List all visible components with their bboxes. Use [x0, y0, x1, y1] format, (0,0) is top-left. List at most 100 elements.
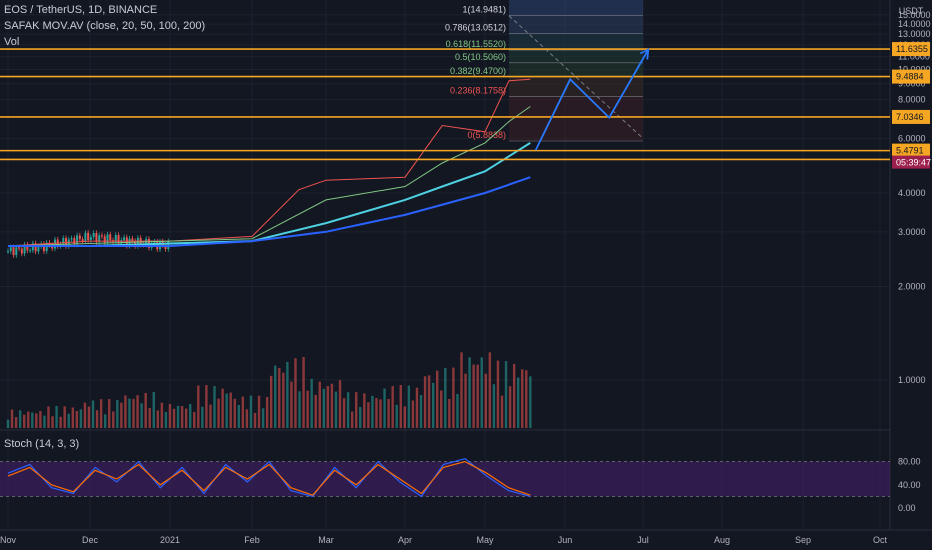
volume-bar — [241, 396, 245, 428]
volume-bar — [201, 406, 204, 428]
volume-bar — [209, 404, 212, 428]
price-tick-label: 1.0000 — [898, 375, 926, 385]
volume-bar — [156, 410, 160, 428]
volume-bar — [395, 404, 398, 428]
volume-bar — [245, 409, 249, 428]
volume-bar — [496, 360, 500, 428]
volume-bar — [261, 408, 265, 428]
stoch-line-k — [7, 458, 531, 498]
candle-body — [62, 238, 65, 245]
volume-bar — [407, 385, 411, 428]
volume-bar — [488, 352, 492, 428]
volume-bar — [213, 386, 216, 428]
volume-bar — [63, 406, 66, 428]
candle-body — [78, 235, 81, 240]
level-price-value: 11.6355 — [896, 44, 928, 54]
volume-bar — [346, 392, 350, 428]
horizontal-levels[interactable] — [0, 48, 890, 161]
fib-zone — [509, 62, 643, 77]
volume-bar — [314, 394, 317, 428]
price-axis[interactable]: USDT 1.0000 2.0000 3.0000 4.0000 6.0000 8.0000… — [892, 6, 931, 513]
volume-bar — [265, 397, 269, 428]
stoch-tick-label: 40.00 — [898, 480, 921, 490]
candle-body — [87, 232, 90, 240]
price-tick-label: 2.0000 — [898, 281, 926, 291]
projection-path — [534, 49, 650, 151]
volume-bar — [148, 408, 151, 428]
candle-body — [106, 234, 109, 243]
time-tick-label: Nov — [0, 535, 16, 545]
volume-bar — [51, 416, 54, 428]
volume-bar — [359, 406, 362, 428]
volume-bar — [233, 398, 236, 428]
projection-arrow[interactable] — [534, 47, 650, 151]
price-tick-label: 9.0000 — [898, 79, 926, 89]
price-tick-label: 6.0000 — [898, 133, 926, 143]
volume-bar — [436, 370, 439, 428]
volume-bar — [197, 385, 200, 428]
currency-label: USDT — [899, 6, 924, 16]
stoch-line-d — [7, 460, 531, 496]
candle-body — [109, 234, 112, 241]
volume-bar — [391, 386, 394, 428]
volume-bar — [83, 402, 87, 428]
fib-zone — [509, 15, 643, 34]
volume-bar — [310, 378, 313, 428]
time-tick-label: Jun — [558, 535, 573, 545]
candle-body — [84, 232, 87, 242]
level-price-value: 9.4884 — [896, 72, 924, 82]
candle-body — [18, 247, 21, 249]
volume-bar — [468, 357, 471, 428]
volume-bar — [217, 398, 220, 428]
time-tick-label: Mar — [318, 535, 334, 545]
volume-bar — [14, 417, 18, 428]
volume-bar — [423, 376, 427, 428]
volume-bar — [229, 392, 232, 428]
candle-body — [7, 251, 9, 253]
volume-bar — [367, 402, 370, 428]
indicator-legend: SAFAK MOV.AV (close, 20, 50, 100, 200) — [4, 20, 206, 32]
volume-bar — [128, 398, 131, 428]
volume-bar — [180, 406, 184, 428]
volume-bar — [452, 367, 455, 428]
candle-body — [12, 247, 15, 256]
volume-bar — [116, 399, 119, 428]
stochastic-panel — [0, 458, 890, 498]
volume-bar — [306, 390, 309, 428]
volume-bar — [225, 393, 228, 428]
volume-bar — [286, 361, 289, 428]
volume-bar — [342, 398, 346, 428]
volume-bar — [338, 380, 342, 428]
volume-bar — [363, 393, 366, 428]
countdown-label: 05:39:47 — [896, 158, 931, 168]
projection-arrowhead — [639, 47, 650, 60]
volume-bar — [253, 412, 257, 428]
volume-bar — [508, 386, 512, 428]
price-tick-label: 8.0000 — [898, 95, 926, 105]
fib-level-label: 0.618(11.5520) — [446, 39, 506, 49]
time-tick-label: May — [476, 535, 494, 545]
time-tick-label: Oct — [873, 535, 888, 545]
fib-level-label: 1(14.9481) — [462, 4, 506, 14]
candle-body — [153, 241, 156, 243]
volume-bar — [124, 395, 127, 428]
time-axis[interactable]: Nov Dec 2021 Feb Mar Apr May Jun Jul Aug Sep Oct — [0, 529, 932, 545]
price-tick-label: 10.0000 — [898, 65, 931, 75]
volume-bar — [99, 399, 103, 428]
volume-bar — [350, 411, 354, 428]
volume-bar — [278, 367, 281, 428]
fib-zone — [509, 96, 643, 142]
volume-bar — [193, 411, 196, 428]
volume-bar — [355, 392, 358, 428]
candle-body — [114, 235, 117, 242]
time-tick-label: Aug — [714, 535, 730, 545]
fib-top-zone — [509, 0, 643, 16]
candle-body — [123, 237, 126, 241]
volume-bar — [387, 398, 390, 428]
price-tick-label: 11.0000 — [898, 52, 930, 62]
volume-bars — [6, 352, 532, 428]
volume-bar — [427, 375, 431, 428]
volume-bar — [371, 395, 374, 428]
